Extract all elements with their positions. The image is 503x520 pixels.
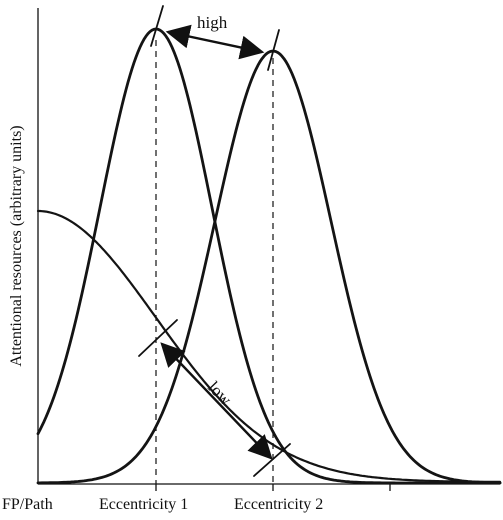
peak-2-tick — [267, 29, 280, 71]
high-arrow — [165, 24, 265, 60]
x-label-eccentricity-2: Eccentricity 2 — [234, 496, 323, 513]
x-label-fp-path: FP/Path — [2, 496, 53, 513]
low-label: low — [204, 378, 236, 410]
fp-path-curve — [36, 209, 502, 483]
eccentricity-1-curve — [36, 27, 502, 485]
eccentricity-2-curve — [36, 49, 502, 485]
low-cross-1 — [138, 319, 178, 357]
x-label-eccentricity-1: Eccentricity 1 — [99, 496, 188, 513]
y-axis-label: Attentional resources (arbitrary units) — [8, 125, 25, 366]
peak-1-tick — [150, 5, 164, 47]
low-cross-2 — [253, 443, 291, 477]
x-axis-ticks — [155, 484, 391, 491]
high-label: high — [197, 13, 228, 32]
low-arrow — [160, 342, 273, 460]
